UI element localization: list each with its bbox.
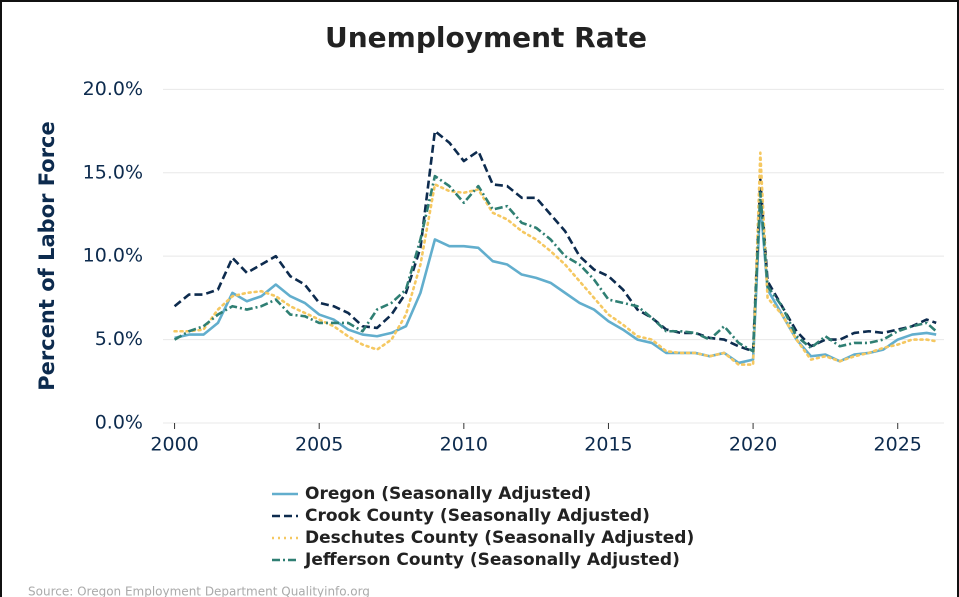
y-tick-label: 5.0% (95, 328, 143, 350)
x-tick-label: 2000 (150, 434, 198, 456)
legend-label: Jefferson County (Seasonally Adjusted) (304, 550, 680, 570)
y-tick-label: 20.0% (83, 78, 143, 100)
x-tick-label: 2005 (295, 434, 343, 456)
x-tick-label: 2015 (584, 434, 632, 456)
y-tick-label: 15.0% (83, 161, 143, 183)
legend-label: Crook County (Seasonally Adjusted) (305, 506, 650, 526)
x-tick-label: 2020 (729, 434, 777, 456)
x-tick-label: 2025 (874, 434, 922, 456)
chart-title: Unemployment Rate (325, 21, 647, 54)
series-line (173, 174, 938, 353)
legend-label: Oregon (Seasonally Adjusted) (305, 484, 591, 504)
y-axis-label: Percent of Labor Force (35, 121, 59, 391)
x-tick-label: 2010 (440, 434, 488, 456)
y-tick-label: 10.0% (83, 245, 143, 267)
series-line (174, 199, 937, 365)
series-line (173, 151, 938, 366)
source: Source: Oregon Employment Department Qua… (28, 585, 370, 597)
legend-label: Deschutes County (Seasonally Adjusted) (305, 528, 694, 548)
y-tick-label: 0.0% (95, 412, 143, 434)
